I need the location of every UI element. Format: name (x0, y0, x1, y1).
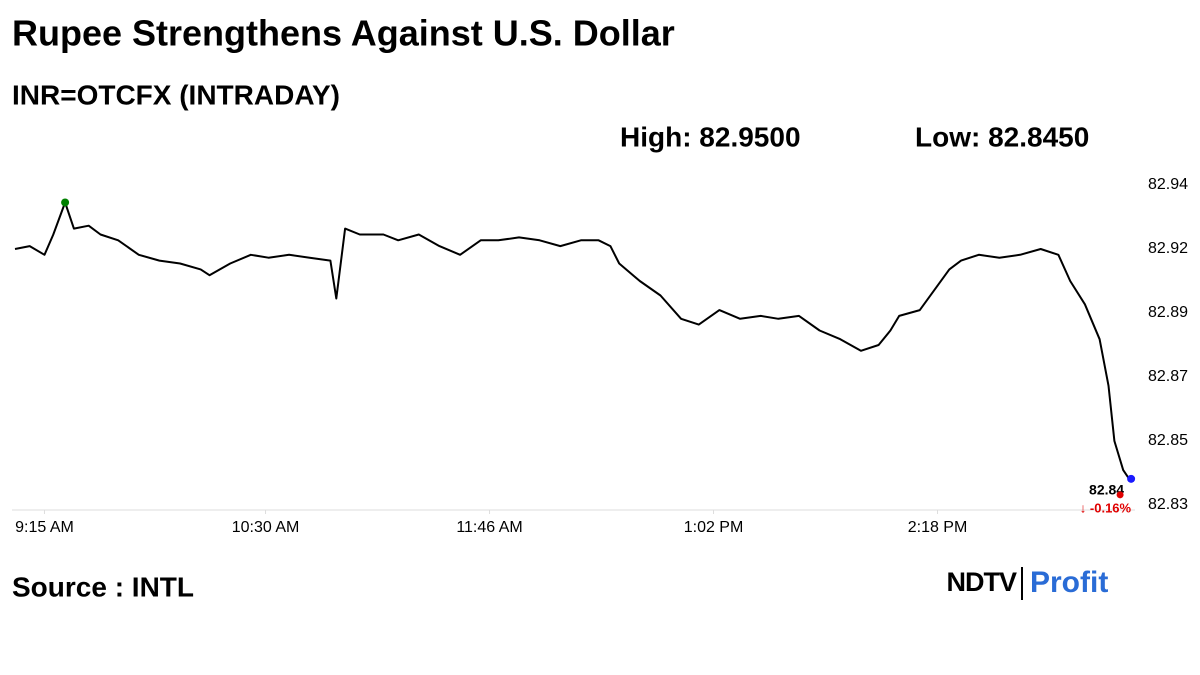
y-tick-label: 82.87 (1148, 368, 1188, 385)
source: Source : INTL (12, 571, 194, 602)
x-tick-label: 1:02 PM (684, 519, 744, 536)
logo-brand: NDTV (947, 567, 1017, 597)
last-value-label: 82.84 (1089, 482, 1124, 498)
x-tick-label: 10:30 AM (232, 519, 300, 536)
y-tick-label: 82.85 (1148, 432, 1188, 449)
change-label: ↓ -0.16% (1080, 500, 1132, 515)
y-tick-label: 82.83 (1148, 496, 1188, 513)
y-tick-label: 82.92 (1148, 240, 1188, 257)
x-tick-label: 11:46 AM (456, 519, 522, 536)
last-marker (1127, 474, 1136, 483)
logo-name: Profit (1030, 566, 1108, 599)
chart-subtitle: INR=OTCFX (INTRADAY) (12, 79, 340, 110)
y-tick-label: 82.89 (1148, 304, 1188, 321)
high-marker (61, 198, 70, 207)
y-tick-label: 82.94 (1148, 176, 1188, 193)
x-tick-label: 9:15 AM (15, 519, 74, 536)
low-annotation: Low: 82.8450 (915, 121, 1089, 152)
chart-title: Rupee Strengthens Against U.S. Dollar (12, 13, 675, 54)
change-marker (1116, 491, 1124, 499)
x-tick-label: 2:18 PM (908, 519, 968, 536)
high-annotation: High: 82.9500 (620, 121, 801, 152)
price-line (14, 201, 1130, 480)
